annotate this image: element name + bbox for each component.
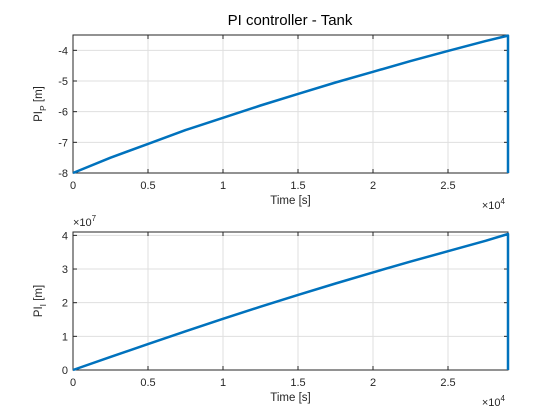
bottom-xtick-label: 0.5 — [140, 377, 155, 389]
figure-title: PI controller - Tank — [228, 12, 353, 29]
bottom-ytick-label: 4 — [62, 230, 68, 242]
top-xtick-label: 0.5 — [140, 180, 155, 192]
bottom-xtick-label: 2 — [370, 377, 376, 389]
bottom-ylabel: PII [m] — [33, 285, 48, 317]
bottom-ytick-label: 1 — [62, 331, 68, 343]
bottom-ytick-label: 2 — [62, 298, 68, 310]
bottom-xtick-label: 1 — [220, 377, 226, 389]
bottom-xexponent: ×104 — [482, 394, 506, 409]
subplot-top: 0 0.5 1 1.5 2 2.5 -8 -7 -6 -5 -4 Time [s] ×104 PIP [m… — [33, 34, 510, 212]
top-ytick-label: -4 — [58, 45, 68, 57]
bottom-xtick-label: 0 — [70, 377, 76, 389]
top-series-line — [72, 34, 510, 175]
top-xtick-label: 2.5 — [440, 180, 455, 192]
top-xtick-label: 1.5 — [290, 180, 305, 192]
top-xlabel: Time [s] — [270, 195, 310, 207]
top-ytick-label: -8 — [58, 168, 68, 180]
subplot-bottom: 0 0.5 1 1.5 2 2.5 0 1 2 3 4 Time [s] ×104 ×107 PII [m] — [33, 214, 510, 409]
top-axes-box — [72, 34, 509, 174]
top-xtick-label: 0 — [70, 180, 76, 192]
bottom-xlabel: Time [s] — [270, 392, 310, 404]
bottom-xtick-label: 2.5 — [440, 377, 455, 389]
top-xexponent: ×104 — [482, 197, 506, 212]
bottom-series-line — [72, 232, 510, 372]
top-xtick-label: 1 — [220, 180, 226, 192]
top-ytick-label: -7 — [58, 137, 68, 149]
top-ytick-label: -5 — [58, 76, 68, 88]
top-xtick-label: 2 — [370, 180, 376, 192]
top-ylabel: PIP [m] — [33, 86, 48, 122]
bottom-xtick-label: 1.5 — [290, 377, 305, 389]
bottom-ytick-label: 3 — [62, 264, 68, 276]
bottom-ytick-label: 0 — [62, 365, 68, 377]
bottom-yexponent: ×107 — [73, 214, 97, 229]
top-ytick-label: -6 — [58, 107, 68, 119]
